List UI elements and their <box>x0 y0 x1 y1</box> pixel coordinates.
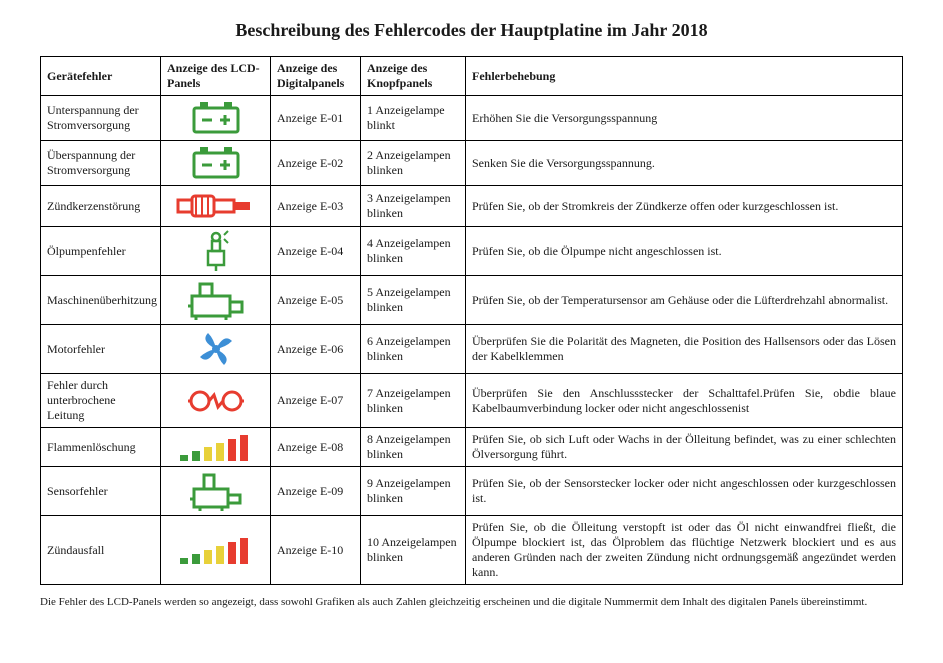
bars-icon <box>161 428 271 467</box>
table-row: Sensorfehler Anzeige E-099 Anzeigelampen… <box>41 467 903 516</box>
fault-cell: Flammenlöschung <box>41 428 161 467</box>
table-row: Zündausfall Anzeige E-1010 Anzeigelampen … <box>41 516 903 585</box>
error-code-table: Gerätefehler Anzeige des LCD-Panels Anze… <box>40 56 903 585</box>
button-cell: 3 Anzeigelampen blinken <box>361 186 466 227</box>
table-row: Motorfehler Anzeige E-066 Anzeigelampen … <box>41 325 903 374</box>
button-cell: 6 Anzeigelampen blinken <box>361 325 466 374</box>
oilpump-icon <box>161 227 271 276</box>
table-row: Ölpumpenfehler Anzeige E-044 Anzeigelamp… <box>41 227 903 276</box>
fault-cell: Zündausfall <box>41 516 161 585</box>
fix-cell: Prüfen Sie, ob der Temperatursensor am G… <box>466 276 903 325</box>
fault-cell: Zündkerzenstörung <box>41 186 161 227</box>
fault-cell: Fehler durch unterbrochene Leitung <box>41 374 161 428</box>
digital-cell: Anzeige E-10 <box>271 516 361 585</box>
fix-cell: Überprüfen Sie die Polarität des Magnete… <box>466 325 903 374</box>
battery-icon <box>161 96 271 141</box>
table-row: Fehler durch unterbrochene Leitung Anzei… <box>41 374 903 428</box>
brokenwire-icon <box>161 374 271 428</box>
button-cell: 2 Anzeigelampen blinken <box>361 141 466 186</box>
col-fix: Fehlerbehebung <box>466 57 903 96</box>
col-lcd: Anzeige des LCD-Panels <box>161 57 271 96</box>
col-digital: Anzeige des Digitalpanels <box>271 57 361 96</box>
machine-icon <box>161 276 271 325</box>
table-header-row: Gerätefehler Anzeige des LCD-Panels Anze… <box>41 57 903 96</box>
fault-cell: Ölpumpenfehler <box>41 227 161 276</box>
fan-icon <box>161 325 271 374</box>
table-row: Überspannung der Stromversorgung Anzeige… <box>41 141 903 186</box>
sensor-icon <box>161 467 271 516</box>
fault-cell: Motorfehler <box>41 325 161 374</box>
digital-cell: Anzeige E-06 <box>271 325 361 374</box>
battery-icon <box>161 141 271 186</box>
sparkplug-icon <box>161 186 271 227</box>
fault-cell: Überspannung der Stromversorgung <box>41 141 161 186</box>
digital-cell: Anzeige E-03 <box>271 186 361 227</box>
fix-cell: Prüfen Sie, ob sich Luft oder Wachs in d… <box>466 428 903 467</box>
button-cell: 9 Anzeigelampen blinken <box>361 467 466 516</box>
button-cell: 1 Anzeigelampe blinkt <box>361 96 466 141</box>
table-row: Zündkerzenstörung Anzeige E-033 Anzeigel… <box>41 186 903 227</box>
digital-cell: Anzeige E-02 <box>271 141 361 186</box>
button-cell: 7 Anzeigelampen blinken <box>361 374 466 428</box>
fix-cell: Prüfen Sie, ob der Sensorstecker locker … <box>466 467 903 516</box>
page-title: Beschreibung des Fehlercodes der Hauptpl… <box>40 20 903 41</box>
col-fault: Gerätefehler <box>41 57 161 96</box>
button-cell: 5 Anzeigelampen blinken <box>361 276 466 325</box>
fault-cell: Unterspannung der Stromversorgung <box>41 96 161 141</box>
button-cell: 8 Anzeigelampen blinken <box>361 428 466 467</box>
digital-cell: Anzeige E-05 <box>271 276 361 325</box>
fault-cell: Maschinenüberhitzung <box>41 276 161 325</box>
bars-icon <box>161 516 271 585</box>
fault-cell: Sensorfehler <box>41 467 161 516</box>
table-row: Flammenlöschung Anzeige E-088 Anzeigelamp… <box>41 428 903 467</box>
fix-cell: Prüfen Sie, ob die Ölpumpe nicht angesch… <box>466 227 903 276</box>
digital-cell: Anzeige E-07 <box>271 374 361 428</box>
button-cell: 4 Anzeigelampen blinken <box>361 227 466 276</box>
fix-cell: Prüfen Sie, ob der Stromkreis der Zündke… <box>466 186 903 227</box>
fix-cell: Überprüfen Sie den Anschlussstecker der … <box>466 374 903 428</box>
digital-cell: Anzeige E-08 <box>271 428 361 467</box>
table-row: Maschinenüberhitzung Anzeige E-055 Anzei… <box>41 276 903 325</box>
button-cell: 10 Anzeigelampen blinken <box>361 516 466 585</box>
fix-cell: Senken Sie die Versorgungsspannung. <box>466 141 903 186</box>
fix-cell: Prüfen Sie, ob die Ölleitung verstopft i… <box>466 516 903 585</box>
digital-cell: Anzeige E-09 <box>271 467 361 516</box>
digital-cell: Anzeige E-01 <box>271 96 361 141</box>
table-row: Unterspannung der Stromversorgung Anzeig… <box>41 96 903 141</box>
fix-cell: Erhöhen Sie die Versorgungsspannung <box>466 96 903 141</box>
footnote: Die Fehler des LCD-Panels werden so ange… <box>40 595 903 610</box>
digital-cell: Anzeige E-04 <box>271 227 361 276</box>
col-button: Anzeige des Knopfpanels <box>361 57 466 96</box>
